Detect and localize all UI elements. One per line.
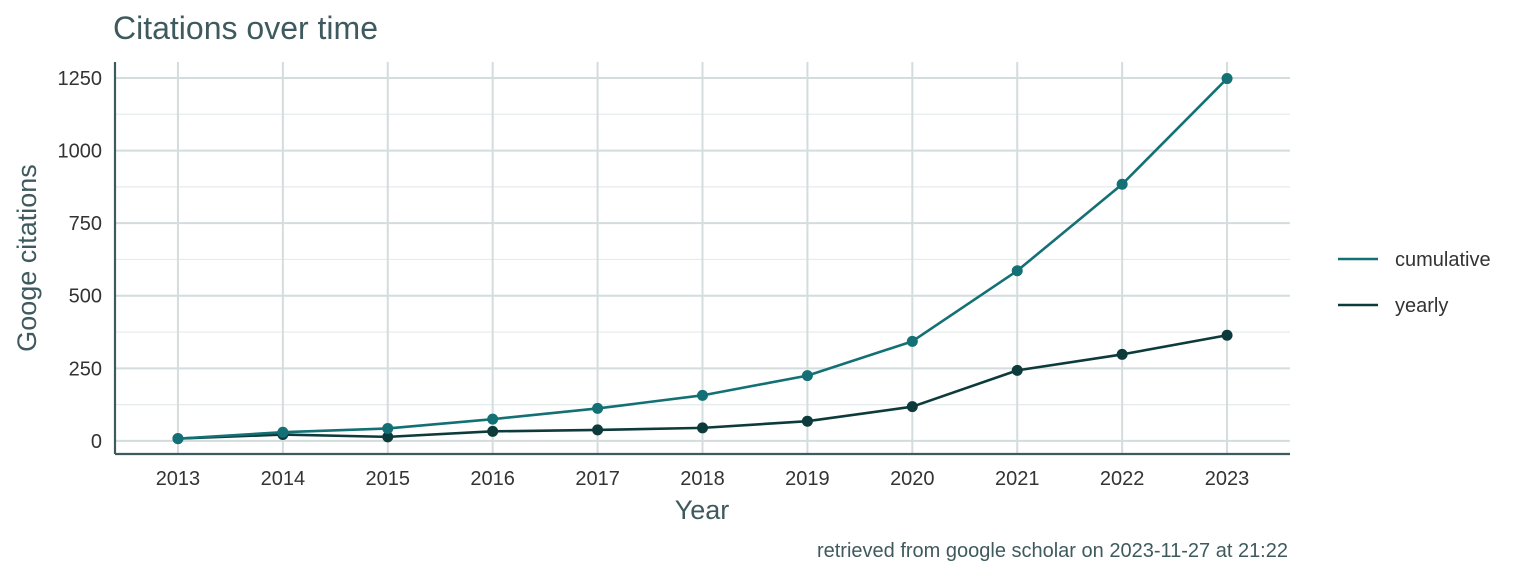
x-tick-label: 2023	[1205, 468, 1250, 490]
x-tick-label: 2018	[680, 468, 725, 490]
legend-label: cumulative	[1395, 249, 1491, 271]
data-point-cumulative	[906, 335, 918, 347]
data-point-cumulative	[172, 433, 184, 445]
y-tick-label: 750	[69, 213, 102, 235]
tick-labels: 0 250 500 750 1000 1250 2013 2014 2015 2016 2017 20…	[58, 68, 1250, 490]
x-tick-label: 2022	[1100, 468, 1145, 490]
data-point-cumulative	[382, 422, 394, 434]
x-tick-label: 2013	[156, 468, 201, 490]
series-yearly	[172, 329, 1233, 445]
data-point-yearly	[382, 431, 394, 443]
y-tick-label: 1000	[58, 141, 103, 163]
y-axis-title: Googe citations	[12, 164, 42, 352]
legend: cumulative yearly	[1338, 249, 1491, 317]
data-point-cumulative	[1221, 73, 1233, 85]
x-tick-label: 2014	[261, 468, 306, 490]
data-point-yearly	[1116, 348, 1128, 360]
data-point-cumulative	[697, 389, 708, 401]
caption: retrieved from google scholar on 2023-11…	[817, 540, 1288, 562]
grid	[115, 62, 1290, 454]
data-point-yearly	[592, 424, 604, 436]
data-point-yearly	[487, 425, 499, 437]
data-point-yearly	[1011, 364, 1023, 376]
legend-item-yearly: yearly	[1338, 295, 1448, 317]
y-tick-label: 500	[69, 286, 102, 308]
series	[172, 73, 1233, 445]
x-tick-label: 2019	[785, 468, 830, 490]
x-tick-label: 2017	[575, 468, 620, 490]
data-point-yearly	[801, 415, 813, 427]
data-point-cumulative	[1011, 265, 1023, 277]
data-point-cumulative	[592, 402, 604, 414]
data-point-cumulative	[801, 370, 813, 382]
x-tick-label: 2020	[890, 468, 935, 490]
x-tick-label: 2021	[995, 468, 1040, 490]
x-axis-title: Year	[675, 495, 730, 525]
data-point-yearly	[906, 401, 918, 413]
chart-title: Citations over time	[113, 10, 378, 46]
y-tick-label: 250	[69, 358, 102, 380]
data-point-yearly	[697, 422, 708, 434]
y-tick-label: 1250	[58, 68, 103, 90]
legend-label: yearly	[1395, 295, 1448, 317]
axes	[113, 62, 1290, 456]
data-point-cumulative	[277, 426, 289, 438]
data-point-cumulative	[487, 413, 499, 425]
x-tick-label: 2015	[366, 468, 411, 490]
data-point-cumulative	[1116, 178, 1128, 190]
series-cumulative	[172, 73, 1233, 445]
legend-item-cumulative: cumulative	[1338, 249, 1491, 271]
y-tick-label: 0	[91, 431, 102, 453]
data-point-yearly	[1221, 329, 1233, 341]
x-tick-label: 2016	[470, 468, 515, 490]
